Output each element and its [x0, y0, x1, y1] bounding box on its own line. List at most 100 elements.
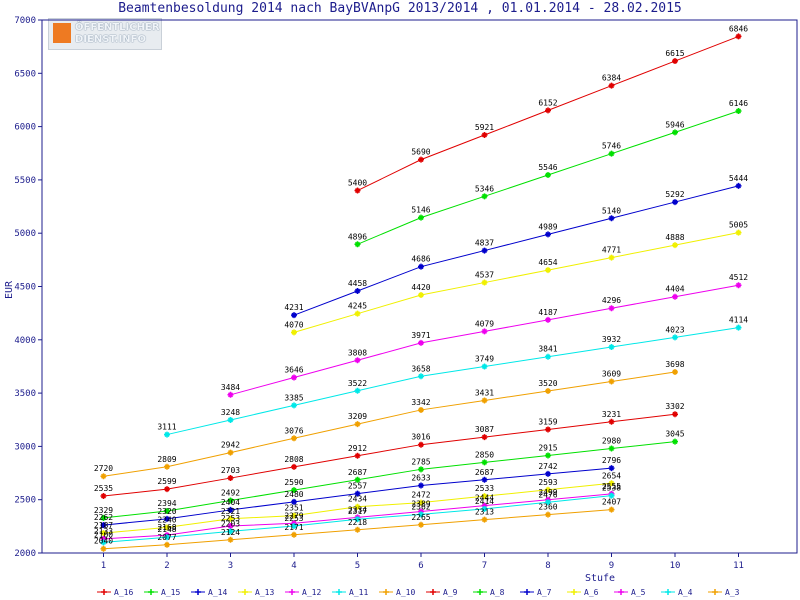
data-point	[545, 486, 551, 493]
data-label: 4079	[475, 319, 494, 328]
data-label: 2590	[284, 478, 303, 487]
data-label: 2203	[221, 519, 240, 528]
data-label: 3522	[348, 379, 367, 388]
y-tick-label: 7000	[14, 16, 36, 26]
data-label: 3087	[475, 425, 494, 434]
data-point	[608, 445, 615, 452]
data-label: 2687	[475, 468, 494, 477]
legend-item-a_6: A_6	[584, 588, 599, 597]
data-label: 3808	[348, 348, 367, 357]
series-line-a_11	[166, 327, 739, 436]
data-label: 5921	[475, 123, 494, 132]
data-label: 4686	[411, 255, 430, 264]
series-line-a_14	[293, 185, 739, 316]
x-tick-label: 9	[609, 561, 614, 571]
data-label: 2480	[284, 490, 303, 499]
data-point	[418, 406, 424, 413]
data-point	[418, 521, 424, 528]
data-label: 2808	[284, 455, 303, 464]
data-label: 3698	[665, 360, 684, 369]
data-point	[735, 282, 742, 289]
data-label: 3016	[411, 433, 430, 442]
data-label: 2168	[157, 523, 176, 532]
data-point	[418, 263, 424, 270]
series-line-a_8	[103, 441, 676, 519]
legend-item-a_7: A_7	[537, 588, 552, 597]
data-point	[672, 368, 678, 375]
data-label: 2720	[94, 464, 113, 473]
x-tick-label: 2	[164, 561, 169, 571]
data-point	[227, 536, 234, 543]
legend-item-a_3: A_3	[725, 588, 740, 597]
data-point	[227, 449, 234, 456]
legend-item-a_12: A_12	[302, 588, 321, 597]
data-point	[608, 305, 615, 312]
data-label: 4023	[665, 325, 684, 334]
data-point	[481, 363, 488, 370]
data-label: 2148	[157, 525, 176, 534]
data-label: 5146	[411, 206, 430, 215]
data-point	[672, 293, 678, 300]
data-label: 4512	[729, 273, 748, 282]
data-label: 4537	[475, 271, 494, 280]
logo-line-1: ÖFFENTLICHER	[75, 22, 160, 33]
data-label: 2785	[411, 457, 430, 466]
data-label: 2703	[221, 466, 240, 475]
data-label: 2329	[94, 506, 113, 515]
data-label: 2394	[157, 499, 176, 508]
data-label: 5292	[665, 190, 684, 199]
data-label: 5400	[348, 179, 367, 188]
data-label: 4420	[411, 283, 430, 292]
data-label: 6152	[538, 98, 557, 107]
data-label: 2850	[475, 450, 494, 459]
data-label: 3209	[348, 412, 367, 421]
y-tick-label: 2500	[14, 496, 36, 506]
data-point	[100, 514, 107, 521]
data-label: 4771	[602, 246, 621, 255]
legend-item-a_16: A_16	[114, 588, 133, 597]
legend-marker	[383, 589, 389, 595]
legend-item-a_14: A_14	[208, 588, 227, 597]
data-label: 4114	[729, 316, 748, 325]
data-point	[291, 487, 297, 494]
data-label: 2472	[411, 491, 430, 500]
legend-marker	[195, 589, 201, 595]
data-label: 2360	[538, 503, 557, 512]
legend-marker	[148, 589, 154, 595]
data-label: 5444	[729, 174, 748, 183]
data-point	[227, 523, 234, 530]
legend-item-a_8: A_8	[490, 588, 505, 597]
data-label: 3658	[411, 364, 430, 373]
data-point	[291, 374, 297, 381]
data-point	[354, 187, 361, 194]
data-point	[672, 129, 678, 136]
data-point	[608, 378, 615, 385]
data-label: 2912	[348, 444, 367, 453]
data-label: 2538	[602, 484, 621, 493]
data-label: 2187	[94, 521, 113, 530]
data-point	[672, 334, 678, 341]
y-tick-label: 4500	[14, 283, 36, 293]
data-label: 4896	[348, 232, 367, 241]
legend-item-a_10: A_10	[396, 588, 415, 597]
data-point	[545, 452, 551, 459]
data-point	[291, 512, 297, 519]
data-point	[608, 344, 615, 351]
data-label: 2414	[475, 497, 494, 506]
data-point	[354, 516, 361, 523]
data-point	[481, 132, 488, 139]
data-label: 2262	[94, 513, 113, 522]
data-label: 3342	[411, 398, 430, 407]
data-point	[354, 310, 361, 317]
data-label: 2253	[284, 514, 303, 523]
data-label: 4296	[602, 296, 621, 305]
data-label: 2499	[538, 488, 557, 497]
y-tick-label: 3000	[14, 442, 36, 452]
data-point	[100, 522, 107, 529]
data-point	[672, 242, 678, 249]
data-point	[418, 156, 424, 163]
data-point	[545, 267, 551, 274]
legend-marker	[712, 589, 718, 595]
data-label: 2334	[348, 505, 367, 514]
data-label: 2133	[94, 527, 113, 536]
